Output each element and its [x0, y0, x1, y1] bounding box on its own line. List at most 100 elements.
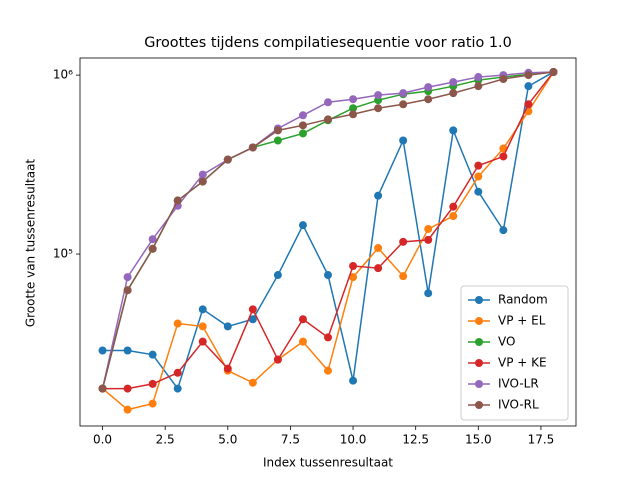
marker	[424, 289, 433, 298]
chart-title: Groottes tijdens compilatiesequentie voo…	[144, 35, 511, 51]
marker	[524, 100, 533, 109]
marker	[198, 305, 207, 314]
marker	[499, 226, 508, 235]
marker	[324, 115, 332, 124]
marker	[298, 111, 307, 120]
marker	[549, 68, 558, 77]
marker	[324, 98, 332, 107]
marker	[449, 202, 458, 211]
legend-marker	[475, 359, 483, 367]
marker	[374, 244, 383, 253]
marker	[248, 315, 257, 324]
y-axis-label: Grootte van tussenresultaat	[24, 159, 38, 328]
marker	[499, 152, 508, 161]
legend-label: Random	[498, 293, 548, 307]
marker	[223, 322, 232, 331]
plot-frame	[79, 57, 577, 427]
legend-marker	[475, 338, 483, 346]
marker	[399, 100, 408, 109]
marker	[349, 110, 358, 119]
marker	[248, 305, 257, 314]
marker	[324, 366, 332, 375]
marker	[349, 95, 358, 104]
marker	[273, 126, 282, 135]
marker	[349, 376, 358, 385]
legend-marker	[475, 380, 483, 388]
y-tick-label: 10⁵	[53, 247, 73, 261]
legend-label: IVO-LR	[498, 377, 539, 391]
marker	[148, 379, 157, 388]
marker	[499, 74, 508, 83]
marker	[248, 378, 257, 387]
legend-label: IVO-RL	[498, 398, 539, 412]
marker	[173, 319, 182, 328]
marker	[223, 155, 232, 164]
marker	[173, 368, 182, 377]
x-tick-label: 17.5	[528, 433, 555, 447]
marker	[399, 272, 408, 281]
marker	[123, 286, 132, 295]
marker	[374, 191, 383, 200]
x-tick-label: 0.0	[93, 433, 112, 447]
marker	[298, 337, 307, 346]
marker	[424, 225, 433, 234]
marker	[349, 104, 358, 113]
marker	[374, 264, 383, 273]
marker	[349, 262, 358, 271]
marker	[474, 73, 483, 82]
marker	[474, 82, 483, 91]
marker	[298, 129, 307, 138]
marker	[123, 384, 132, 393]
marker	[399, 89, 408, 98]
marker	[474, 161, 483, 170]
marker	[198, 177, 207, 186]
marker	[298, 221, 307, 230]
legend-marker	[475, 296, 483, 304]
marker	[198, 337, 207, 346]
series	[98, 68, 558, 393]
marker	[223, 364, 232, 373]
x-tick-label: 12.5	[402, 433, 429, 447]
marker	[399, 136, 408, 145]
x-tick-label: 10.0	[340, 433, 367, 447]
x-tick-label: 15.0	[465, 433, 492, 447]
marker	[449, 126, 458, 135]
marker	[123, 405, 132, 414]
series	[98, 68, 558, 393]
marker	[173, 384, 182, 393]
marker	[273, 136, 282, 145]
marker	[173, 196, 182, 205]
y-tick-label: 10⁶	[53, 68, 73, 82]
marker	[248, 143, 257, 152]
marker	[148, 350, 157, 359]
x-tick-label: 5.0	[218, 433, 237, 447]
marker	[298, 315, 307, 324]
marker	[349, 273, 358, 282]
legend: Random VP + EL VO VP + KE IVO-LR IVO-RL	[460, 285, 569, 421]
marker	[499, 144, 508, 153]
x-axis-label: Index tussenresultaat	[263, 456, 393, 470]
legend-marker	[475, 401, 483, 409]
x-tick-label: 2.5	[156, 433, 175, 447]
marker	[324, 271, 332, 280]
marker	[424, 83, 433, 92]
marker	[148, 244, 157, 253]
marker	[148, 235, 157, 244]
marker	[474, 172, 483, 181]
marker	[399, 237, 408, 246]
marker	[273, 355, 282, 364]
marker	[198, 322, 207, 331]
legend-label: VP + KE	[498, 356, 547, 370]
marker	[123, 273, 132, 282]
marker	[424, 95, 433, 104]
marker	[449, 212, 458, 221]
marker	[98, 384, 107, 393]
marker	[474, 187, 483, 196]
marker	[123, 346, 132, 355]
legend-label: VO	[498, 335, 515, 349]
legend-marker	[475, 317, 483, 325]
marker	[449, 78, 458, 87]
legend-label: VP + EL	[498, 314, 546, 328]
marker	[148, 399, 157, 408]
